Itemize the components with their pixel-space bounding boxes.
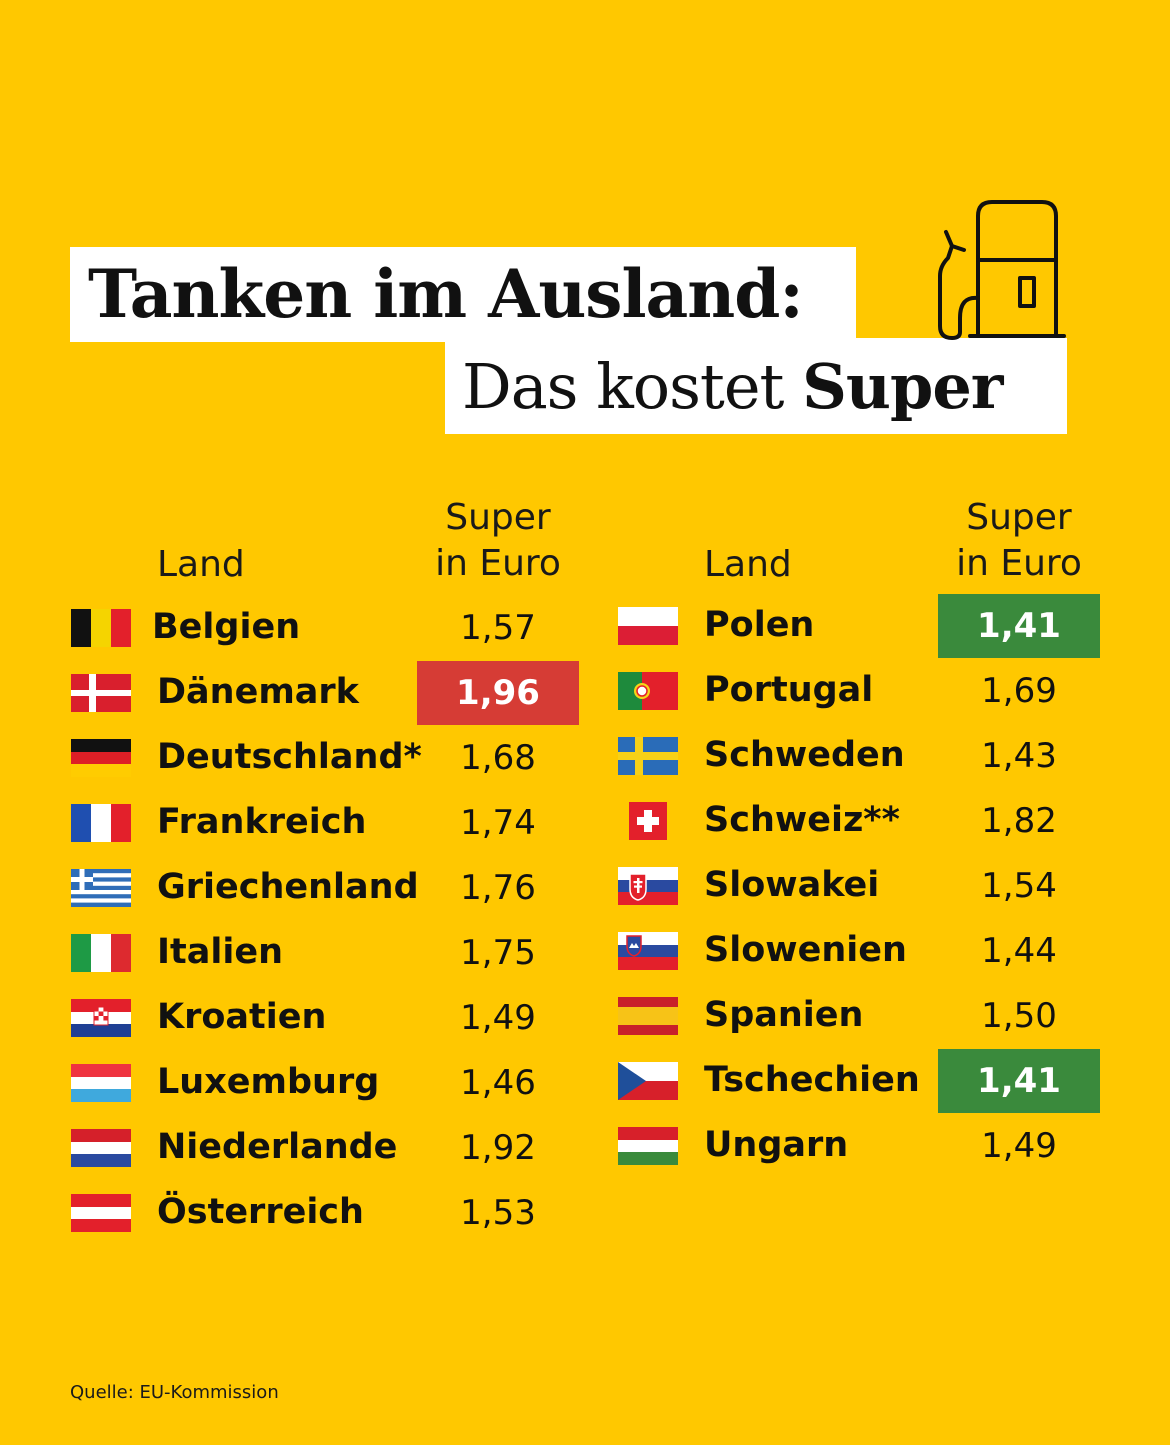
source-note: Quelle: EU-Kommission (70, 1382, 279, 1403)
spain-flag-icon (618, 997, 678, 1035)
hungary-flag-icon (618, 1127, 678, 1165)
page-subtitle: Das kostet Super (462, 345, 1003, 429)
country-name: Italien (157, 932, 284, 972)
country-name: Polen (704, 605, 815, 645)
country-name: Schweden (704, 735, 905, 775)
title-background-2 (445, 338, 1067, 434)
price-cell: 1,68 (460, 738, 536, 778)
price-cell: 1,53 (460, 1193, 536, 1233)
price-cell: 1,82 (981, 801, 1057, 841)
column-header-price-right: Super in Euro (919, 495, 1119, 587)
column-header-land-left: Land (157, 544, 245, 585)
column-header-land-right: Land (704, 544, 792, 585)
table-row: Schweiz** 1,82 (0, 789, 1170, 849)
country-name: Niederlande (157, 1127, 398, 1167)
price-cell: 1,92 (460, 1128, 536, 1168)
country-name: Luxemburg (157, 1062, 380, 1102)
table-row: Griechenland 1,76 (0, 856, 1170, 916)
poland-flag-icon (618, 607, 678, 645)
country-name: Spanien (704, 995, 864, 1035)
table-row: Luxemburg 1,46 (0, 1051, 1170, 1111)
portugal-flag-icon (618, 672, 678, 710)
country-name: Griechenland (157, 867, 419, 907)
price-cell: 1,74 (460, 803, 536, 843)
price-cell: 1,46 (460, 1063, 536, 1103)
fuel-pump-icon (938, 200, 1066, 340)
page-title: Tanken im Ausland: (88, 255, 804, 333)
subtitle-bold: Super (802, 350, 1003, 423)
price-cell-lowest: 1,41 (938, 1049, 1100, 1113)
price-cell-lowest: 1,41 (938, 594, 1100, 658)
price-header-line2: in Euro (956, 543, 1082, 584)
country-name: Ungarn (704, 1125, 849, 1165)
table-row: Niederlande 1,92 (0, 1116, 1170, 1176)
germany-flag-icon (71, 739, 131, 777)
denmark-flag-icon (71, 674, 131, 712)
column-header-price-left: Super in Euro (398, 495, 598, 587)
price-cell: 1,49 (981, 1126, 1057, 1166)
subtitle-prefix: Das kostet (462, 350, 803, 423)
table-row: Deutschland* 1,68 (0, 726, 1170, 786)
table-row: Tschechien 1,41 (0, 1049, 1170, 1113)
price-cell: 1,49 (460, 998, 536, 1038)
france-flag-icon (71, 804, 131, 842)
country-name: Slowakei (704, 865, 880, 905)
country-name: Kroatien (157, 997, 327, 1037)
price-header-line2: in Euro (435, 543, 561, 584)
price-cell-highest: 1,96 (417, 661, 579, 725)
table-row: Ungarn 1,49 (0, 1114, 1170, 1174)
table-row: Frankreich 1,74 (0, 791, 1170, 851)
price-cell: 1,54 (981, 866, 1057, 906)
sweden-flag-icon (618, 737, 678, 775)
country-name: Frankreich (157, 802, 367, 842)
austria-flag-icon (71, 1194, 131, 1232)
title-background-1 (70, 247, 856, 342)
price-cell: 1,75 (460, 933, 536, 973)
table-row: Italien 1,75 (0, 921, 1170, 981)
country-name: Belgien (152, 607, 301, 647)
table-row: Slowenien 1,44 (0, 919, 1170, 979)
table-row: Österreich 1,53 (0, 1181, 1170, 1241)
table-row: Slowakei 1,54 (0, 854, 1170, 914)
country-name: Deutschland* (157, 737, 422, 777)
price-header-line1: Super (966, 497, 1072, 538)
price-cell: 1,44 (981, 931, 1057, 971)
luxembourg-flag-icon (71, 1064, 131, 1102)
belgium-flag-icon (71, 609, 131, 647)
price-cell: 1,43 (981, 736, 1057, 776)
country-name: Slowenien (704, 930, 907, 970)
price-cell: 1,69 (981, 671, 1057, 711)
table-row: Belgien 1,57 (0, 596, 1170, 656)
price-header-line1: Super (445, 497, 551, 538)
table-row: Dänemark 1,96 (0, 661, 1170, 725)
switzerland-flag-icon (618, 802, 678, 840)
slovakia-flag-icon (618, 867, 678, 905)
table-row: Spanien 1,50 (0, 984, 1170, 1044)
italy-flag-icon (71, 934, 131, 972)
country-name: Dänemark (157, 672, 359, 712)
netherlands-flag-icon (71, 1129, 131, 1167)
table-row: Kroatien 1,49 (0, 986, 1170, 1046)
price-cell: 1,57 (460, 608, 536, 648)
country-name: Tschechien (704, 1060, 920, 1100)
czechia-flag-icon (618, 1062, 678, 1100)
slovenia-flag-icon (618, 932, 678, 970)
price-cell: 1,50 (981, 996, 1057, 1036)
country-name: Schweiz** (704, 800, 900, 840)
table-row: Portugal 1,69 (0, 659, 1170, 719)
greece-flag-icon (71, 869, 131, 907)
country-name: Österreich (157, 1192, 364, 1232)
price-cell: 1,76 (460, 868, 536, 908)
croatia-flag-icon (71, 999, 131, 1037)
country-name: Portugal (704, 670, 874, 710)
table-row: Polen 1,41 (0, 594, 1170, 658)
table-row: Schweden 1,43 (0, 724, 1170, 784)
